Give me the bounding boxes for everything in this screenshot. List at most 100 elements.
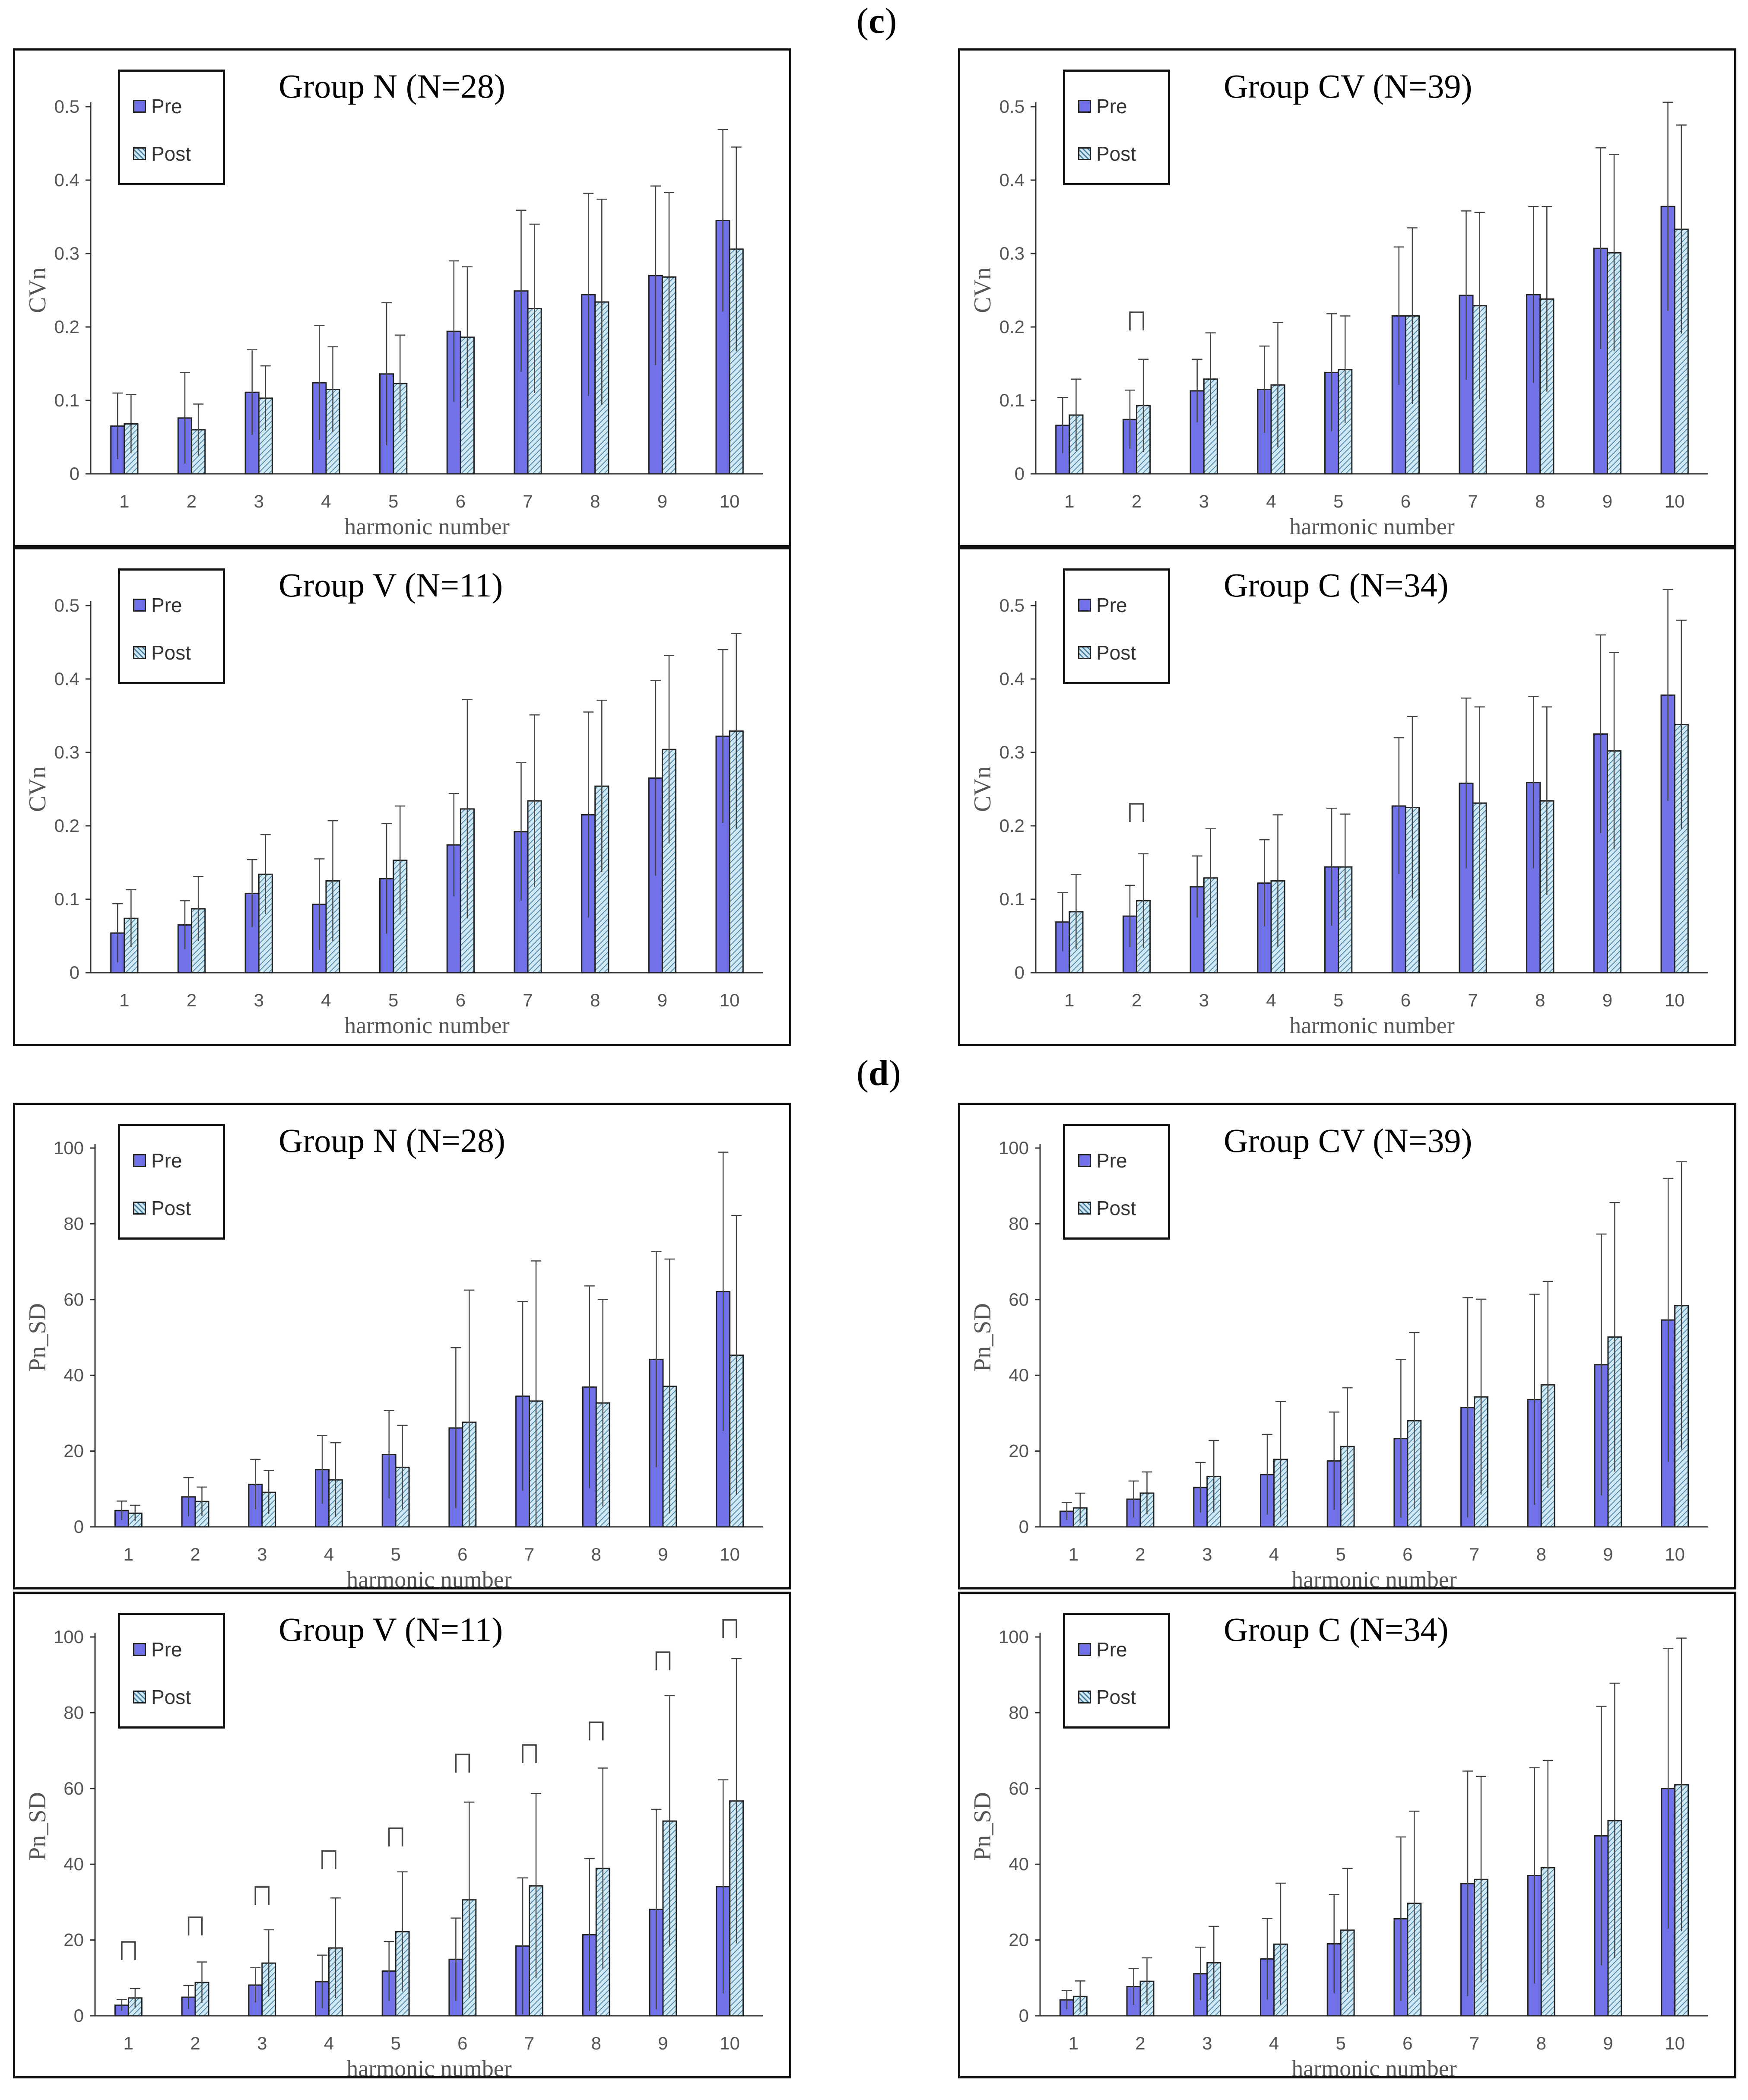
legend-post-item: Post: [1078, 640, 1136, 666]
y-tick-label: 0.3: [54, 742, 79, 762]
x-tick-label: 3: [1202, 1544, 1212, 1564]
y-axis-label: CVn: [24, 766, 51, 812]
chart-panel-d-v: 0 20 40 60 80 100 Pn_SD 1 2 3 4 5 6 7 8 9 10 harmonic num…: [13, 1592, 791, 2078]
x-tick-label: 7: [524, 2033, 534, 2053]
x-tick-label: 10: [720, 1544, 740, 1564]
post-swatch: [1078, 147, 1091, 160]
post-label: Post: [151, 143, 191, 165]
y-tick-label: 0.1: [999, 390, 1025, 410]
x-tick-label: 4: [1266, 491, 1276, 511]
y-tick-label: 0.5: [999, 595, 1025, 615]
chart-svg: 0 20 40 60 80 100 Pn_SD 1 2 3 4 5 6 7 8 9 10 harmonic num…: [969, 1627, 1708, 2076]
chart-title: Group CV (N=39): [1224, 67, 1472, 105]
chart-panel-d-cv: 0 20 40 60 80 100 Pn_SD 1 2 3 4 5 6 7 8 9 10 harmonic num…: [958, 1103, 1736, 1589]
x-tick-label: 8: [1536, 1544, 1546, 1564]
y-axis-label: Pn_SD: [969, 1792, 996, 1861]
x-tick-label: 7: [1469, 1544, 1479, 1564]
x-tick-label: 5: [388, 491, 398, 511]
post-swatch: [1078, 1691, 1091, 1703]
significance-bracket: [321, 1850, 336, 1869]
x-tick-label: 4: [321, 491, 331, 511]
x-tick-label: 2: [1132, 491, 1142, 511]
legend-pre-item: Pre: [133, 592, 182, 618]
x-tick-label: 8: [591, 2033, 601, 2053]
x-tick-label: 2: [187, 990, 197, 1010]
x-tick-label: 9: [1602, 990, 1612, 1010]
y-tick-label: 0.4: [999, 669, 1025, 689]
x-axis-label: harmonic number: [1291, 1567, 1456, 1587]
x-tick-label: 8: [590, 491, 600, 511]
x-tick-label: 4: [321, 990, 331, 1010]
x-axis-label: harmonic number: [1289, 514, 1454, 539]
significance-bracket: [1129, 311, 1144, 330]
chart-legend: Pre Post: [118, 1124, 225, 1240]
y-tick-label: 60: [63, 1289, 84, 1310]
y-tick-label: 0.2: [999, 815, 1025, 836]
x-tick-label: 1: [1064, 491, 1074, 511]
legend-pre-item: Pre: [133, 93, 182, 119]
x-tick-label: 10: [1665, 990, 1685, 1010]
y-axis-label: CVn: [969, 267, 996, 313]
y-tick-label: 20: [1009, 1930, 1029, 1950]
chart-svg: 0 0.1 0.2 0.3 0.4 0.5 CVn 1 2 3 4 5 6 7 8 9 10 harmonic n…: [24, 96, 763, 539]
chart-panel-c-c: 0 0.1 0.2 0.3 0.4 0.5 CVn 1 2 3 4 5 6 7 8 9 10 harmonic n…: [958, 547, 1736, 1046]
chart-svg: 0 0.1 0.2 0.3 0.4 0.5 CVn 1 2 3 4 5 6 7 8 9 10 harmonic n…: [969, 589, 1708, 1038]
pre-swatch: [1078, 599, 1091, 612]
y-tick-label: 40: [1009, 1854, 1029, 1874]
x-tick-label: 2: [190, 2033, 200, 2053]
x-tick-label: 6: [457, 2033, 467, 2053]
chart-legend: Pre Post: [118, 568, 225, 684]
x-tick-label: 6: [1402, 2033, 1412, 2053]
y-tick-label: 0.4: [999, 170, 1025, 190]
y-tick-label: 0: [74, 1516, 84, 1537]
chart-title: Group CV (N=39): [1224, 1122, 1472, 1159]
post-label: Post: [151, 1197, 191, 1219]
x-tick-label: 9: [658, 1544, 668, 1564]
y-tick-label: 40: [63, 1854, 84, 1874]
chart-svg: 0 20 40 60 80 100 Pn_SD 1 2 3 4 5 6 7 8 9 10 harmonic num…: [969, 1138, 1708, 1587]
y-axis-label: Pn_SD: [969, 1303, 996, 1372]
chart-title: Group V (N=11): [279, 566, 503, 604]
significance-bracket: [655, 1651, 671, 1671]
x-tick-label: 7: [523, 491, 533, 511]
pre-label: Pre: [1096, 1149, 1127, 1172]
significance-bracket: [1129, 803, 1144, 822]
x-tick-label: 10: [1665, 1544, 1685, 1564]
y-tick-label: 0.3: [54, 243, 79, 263]
legend-pre-item: Pre: [1078, 592, 1127, 618]
x-axis-label: harmonic number: [346, 2056, 511, 2076]
x-tick-label: 5: [1333, 491, 1343, 511]
post-swatch: [1078, 1202, 1091, 1215]
chart-panel-c-n: 0 0.1 0.2 0.3 0.4 0.5 CVn 1 2 3 4 5 6 7 8 9 10 harmonic n…: [13, 48, 791, 547]
x-tick-label: 5: [388, 990, 398, 1010]
legend-post-item: Post: [1078, 141, 1136, 167]
chart-svg: 0 0.1 0.2 0.3 0.4 0.5 CVn 1 2 3 4 5 6 7 8 9 10 harmonic n…: [969, 96, 1708, 539]
chart-panel-d-n: 0 20 40 60 80 100 Pn_SD 1 2 3 4 5 6 7 8 9 10 harmonic num…: [13, 1103, 791, 1589]
x-tick-label: 3: [257, 1544, 267, 1564]
x-tick-label: 7: [523, 990, 533, 1010]
x-tick-label: 5: [390, 1544, 400, 1564]
x-tick-label: 9: [657, 990, 667, 1010]
x-tick-label: 10: [720, 491, 740, 511]
x-tick-label: 4: [324, 1544, 334, 1564]
x-tick-label: 10: [720, 2033, 740, 2053]
y-tick-label: 0.1: [999, 889, 1025, 909]
pre-label: Pre: [151, 594, 182, 616]
x-tick-label: 9: [658, 2033, 668, 2053]
pre-bar: [1257, 882, 1272, 974]
x-tick-label: 7: [1469, 2033, 1479, 2053]
pre-swatch: [133, 1643, 146, 1656]
x-tick-label: 9: [1603, 2033, 1613, 2053]
y-tick-label: 60: [1009, 1289, 1029, 1310]
legend-post-item: Post: [1078, 1195, 1136, 1221]
chart-svg: 0 20 40 60 80 100 Pn_SD 1 2 3 4 5 6 7 8 9 10 harmonic num…: [24, 1138, 763, 1587]
y-tick-label: 0.2: [54, 317, 79, 337]
y-tick-label: 0.1: [54, 390, 79, 410]
pre-label: Pre: [1096, 594, 1127, 616]
x-tick-label: 6: [1401, 491, 1411, 511]
legend-post-item: Post: [133, 1684, 191, 1710]
legend-pre-item: Pre: [1078, 1148, 1127, 1174]
pre-label: Pre: [151, 1638, 182, 1661]
x-tick-label: 8: [1535, 990, 1545, 1010]
significance-bracket: [388, 1827, 403, 1846]
